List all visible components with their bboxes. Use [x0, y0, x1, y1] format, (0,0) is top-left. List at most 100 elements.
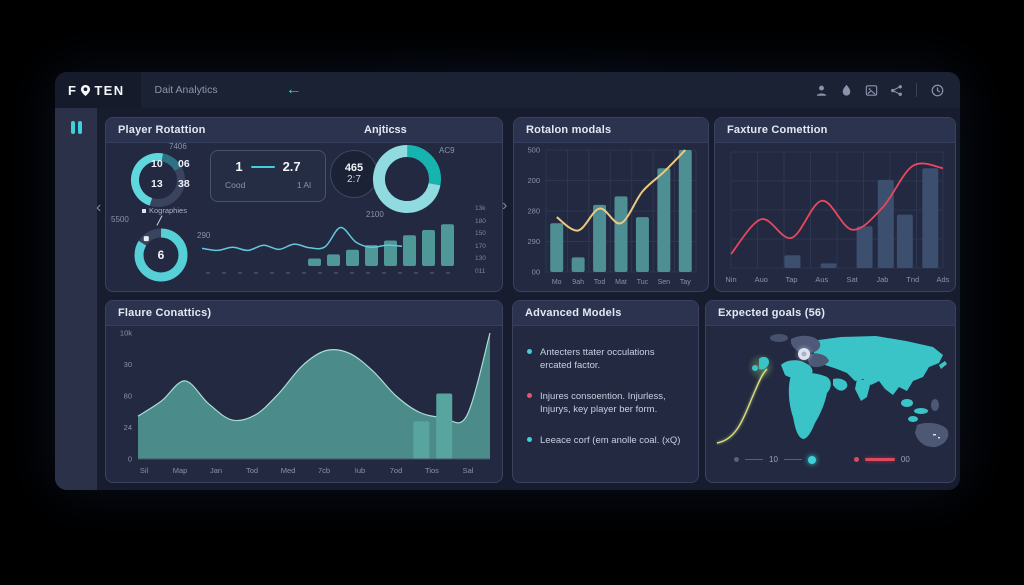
carousel-next-button[interactable]: ›: [502, 197, 508, 214]
mini-right-axis: 13k 180 150 170 130 011: [475, 205, 486, 275]
gauge-caption-text: Kographies: [149, 206, 187, 215]
logo-text-suffix: TEN: [94, 82, 125, 98]
svg-text:7cb: 7cb: [318, 466, 330, 475]
stat-value: 38: [178, 178, 190, 190]
panel-rotalon-modals: Rotalon modals 500 200 280 290 00 Mo 9ah Tod Mat…: [513, 117, 709, 292]
svg-text:9ah: 9ah: [572, 279, 584, 286]
route-line: [716, 368, 768, 444]
donut-segment-label: AC9: [439, 146, 455, 155]
panel-player-rotation-header: Player Rotattion: [106, 118, 502, 143]
legend-line: [783, 458, 802, 461]
bullet-text: Leeace corf (em anolle coal. (xQ): [540, 434, 681, 446]
topbar: F TEN Dait Analytics ←: [55, 72, 960, 108]
bullet-text: Antecters ttater occulations ercated fac…: [540, 347, 655, 372]
panel-advanced-header: Advanced Models: [513, 301, 698, 326]
svg-text:Med: Med: [281, 466, 296, 475]
list-item: Injures consoention. Injurless, Injurys,…: [527, 390, 684, 417]
svg-text:Tod: Tod: [594, 279, 605, 286]
legend-line: [745, 458, 763, 461]
analytics-donut-chart: [373, 145, 441, 213]
svg-text:Aus: Aus: [815, 275, 828, 284]
panel-expected-header: Expected goals (56): [706, 301, 955, 326]
svg-text:Iub: Iub: [355, 466, 365, 475]
legend-start-dot: [734, 457, 739, 462]
svg-text:Mo: Mo: [552, 279, 562, 286]
svg-text:Tay: Tay: [680, 279, 691, 286]
panel-fixture-cometion: Faxture Comettion Nin Auo Tap Aus Sat Jab Tnd A…: [714, 117, 956, 292]
panel-player-rotation: Player Rotattion Anjticss 7406 10 06 13 …: [105, 117, 503, 292]
user-icon[interactable]: [813, 82, 829, 98]
advanced-bullet-list: Antecters ttater occulations ercated fac…: [513, 326, 698, 447]
stat-value: 06: [178, 158, 190, 170]
bullet-dot: [527, 436, 532, 442]
panel-rotalon-header: Rotalon modals: [514, 118, 708, 143]
stat-card-left-value: 1: [235, 159, 243, 174]
app-subtitle: Dait Analytics: [154, 84, 218, 96]
gallery-icon[interactable]: [863, 82, 879, 98]
share-icon[interactable]: [888, 82, 904, 98]
gauge-caption: Kographies: [142, 206, 187, 215]
pause-icon[interactable]: [55, 108, 97, 134]
stat-card: 1 2.7 Cood 1 Al: [210, 150, 326, 202]
svg-text:Tios: Tios: [425, 466, 439, 475]
svg-text:500: 500: [527, 146, 540, 155]
panel-advanced-models: Advanced Models Antecters ttater occulat…: [512, 300, 699, 483]
legend-red-dot: [853, 457, 859, 462]
stat-card-right-label: 1 Al: [296, 180, 311, 190]
svg-text:Tod: Tod: [246, 466, 258, 475]
panel-title: Player Rotattion: [118, 124, 206, 136]
list-item: Antecters ttater occulations ercated fac…: [527, 346, 684, 373]
stat-card-dash: [250, 165, 275, 168]
panel-title: Advanced Models: [525, 307, 622, 319]
stat-card-right-value: 2.7: [282, 159, 301, 174]
svg-text:Tnd: Tnd: [906, 275, 919, 284]
stat-card-left-label: Cood: [225, 180, 246, 190]
svg-text:Jab: Jab: [876, 275, 888, 284]
svg-text:10k: 10k: [120, 329, 132, 338]
history-icon[interactable]: [929, 82, 945, 98]
panel-flaure-conattics: Flaure Conattics) 10k 30 80 24 0 Sil Map Jan Tod…: [105, 300, 503, 483]
svg-text:290: 290: [527, 237, 540, 246]
svg-text:Tap: Tap: [786, 275, 798, 284]
bullet-dot: [527, 349, 532, 354]
legend-teal-dot: [807, 455, 816, 464]
back-arrow-button[interactable]: ←: [285, 81, 302, 98]
panel-title: Rotalon modals: [526, 124, 612, 136]
world-map: [716, 334, 949, 448]
svg-text:00: 00: [532, 268, 540, 277]
svg-text:Sal: Sal: [463, 466, 474, 475]
app-window: F TEN Dait Analytics ←: [55, 72, 960, 490]
panel-expected-goals: Expected goals (56): [705, 300, 956, 483]
flame-icon[interactable]: [838, 82, 854, 98]
svg-text:200: 200: [527, 176, 540, 185]
bullet-text: Injures consoention. Injurless, Injurys,…: [540, 390, 666, 416]
svg-text:Nin: Nin: [725, 275, 736, 284]
bullet-dot: [527, 392, 532, 398]
stat-value: 13: [151, 178, 163, 190]
svg-text:Sen: Sen: [658, 279, 671, 286]
legend-red-bar: [864, 458, 895, 461]
svg-text:Sil: Sil: [140, 466, 149, 475]
sidebar: [55, 108, 97, 490]
donut-top-label: 7406: [169, 142, 187, 151]
svg-text:Sat: Sat: [847, 275, 859, 284]
gauge-donut-chart: 6: [134, 228, 188, 282]
carousel-prev-button[interactable]: ‹: [96, 199, 102, 216]
svg-text:30: 30: [124, 360, 132, 369]
panel-fixture-header: Faxture Comettion: [715, 118, 955, 143]
mini-combo-chart: [202, 224, 454, 274]
donut-value-label: 2100: [366, 210, 384, 219]
panel-flaure-header: Flaure Conattics): [106, 301, 502, 326]
content-area: Player Rotattion Anjticss 7406 10 06 13 …: [97, 108, 960, 490]
badge-top-value: 465: [344, 162, 364, 174]
svg-text:Jan: Jan: [210, 466, 222, 475]
rotation-donut-chart: [131, 153, 185, 207]
fixture-line-chart: Nin Auo Tap Aus Sat Jab Tnd Ads: [725, 151, 949, 284]
panel-title: Faxture Comettion: [727, 124, 828, 136]
svg-text:24: 24: [124, 423, 132, 432]
svg-text:0: 0: [128, 455, 132, 464]
svg-text:280: 280: [527, 207, 540, 216]
flaure-area-chart: 10k 30 80 24 0 Sil Map Jan Tod Med 7cb Iub 7od Tios Sa…: [120, 329, 491, 475]
svg-text:Tuc: Tuc: [637, 279, 649, 286]
pin-icon: [81, 84, 91, 96]
